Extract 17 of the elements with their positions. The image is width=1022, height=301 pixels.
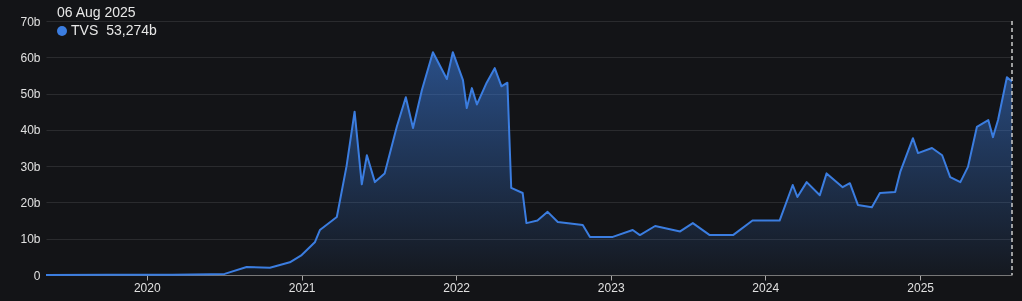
y-tick-label: 50b <box>20 87 41 102</box>
annotation: 53,274b <box>106 22 157 38</box>
x-tick-label: 2021 <box>288 280 316 295</box>
x-tick-label: 2024 <box>752 280 780 295</box>
y-tick-label: 0 <box>33 268 41 283</box>
text: 06 Aug 2025 <box>57 3 137 21</box>
y-tick-label: 40b <box>20 123 41 138</box>
y-tick-label: 60b <box>20 50 41 65</box>
y-tick-label: 70b <box>20 14 41 29</box>
legend-label: TVS <box>71 22 99 38</box>
x-tick-label: 2020 <box>133 280 161 295</box>
y-tick-label: 10b <box>20 232 41 247</box>
x-tick-label: 2022 <box>443 280 471 295</box>
y-tick-label: 20b <box>20 195 41 210</box>
x-tick-label: 2025 <box>907 280 935 295</box>
y-tick-label: 30b <box>20 159 41 174</box>
x-tick-label: 2023 <box>597 280 625 295</box>
